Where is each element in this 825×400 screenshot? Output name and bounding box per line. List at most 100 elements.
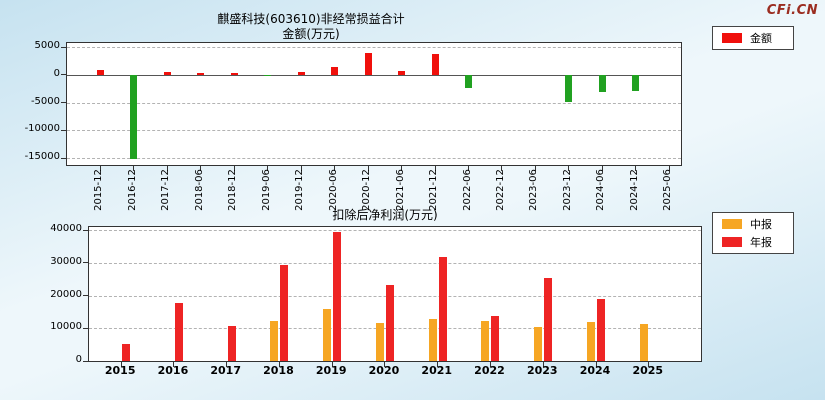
年报-bar	[544, 277, 553, 361]
x-tick-label: 2017-12	[160, 169, 172, 211]
年报-bar	[438, 257, 447, 361]
zero-line	[67, 74, 681, 76]
x-tick-mark	[99, 166, 101, 171]
金额-bar	[632, 74, 640, 91]
x-tick-mark	[595, 362, 597, 367]
年报-bar	[227, 326, 236, 361]
年报-bar	[333, 232, 342, 361]
x-tick-mark	[668, 166, 670, 171]
x-tick-label: 2024-12	[628, 169, 640, 211]
x-tick-label: 2018-12	[227, 169, 239, 211]
x-tick-mark	[468, 166, 470, 171]
legend-swatch	[722, 219, 742, 229]
x-tick-label: 2018-06	[193, 169, 205, 211]
y-tick-mark	[61, 157, 66, 159]
x-tick-label: 2024-06	[595, 169, 607, 211]
x-tick-label: 2024	[579, 364, 611, 377]
x-tick-mark	[173, 362, 175, 367]
y-tick-label: 10000	[50, 321, 82, 333]
y-tick-label: 5000	[34, 40, 60, 52]
legend-label: 年报	[750, 236, 772, 249]
x-tick-label: 2017	[210, 364, 241, 377]
x-tick-label: 2023	[526, 364, 558, 377]
x-tick-label: 2021-12	[428, 169, 440, 211]
y-tick-mark	[83, 262, 88, 264]
y-tick-label: -5000	[30, 95, 60, 107]
x-tick-mark	[568, 166, 570, 171]
金额-bar	[264, 74, 272, 77]
金额-bar	[598, 74, 606, 93]
y-tick-label: 40000	[50, 223, 82, 235]
x-tick-mark	[489, 362, 491, 367]
x-tick-mark	[635, 166, 637, 171]
金额-bar	[197, 72, 205, 75]
金额-bar	[431, 53, 439, 75]
x-tick-mark	[434, 166, 436, 171]
中报-bar	[323, 308, 332, 361]
gridline	[89, 295, 701, 297]
y-tick-label: 0	[53, 67, 60, 79]
金额-bar	[331, 67, 339, 75]
金额-bar	[364, 53, 372, 75]
x-tick-label: 2023-06	[528, 169, 540, 211]
x-tick-label: 2019-12	[294, 169, 306, 211]
x-tick-mark	[331, 362, 333, 367]
x-tick-mark	[601, 166, 603, 171]
bottom-chart-plot-area	[83, 226, 702, 367]
y-tick-mark	[83, 295, 88, 297]
bottom-chart-legend: 中报 年报	[712, 212, 794, 254]
gridline	[89, 262, 701, 264]
中报-bar	[587, 322, 595, 361]
y-tick-mark	[61, 129, 66, 131]
x-tick-mark	[437, 362, 439, 367]
x-tick-label: 2020	[368, 364, 400, 377]
legend-item: 金额	[722, 31, 784, 45]
gridline	[67, 47, 681, 49]
x-tick-mark	[401, 166, 403, 171]
金额-bar	[398, 71, 406, 75]
x-tick-label: 2019	[315, 364, 347, 377]
x-tick-mark	[384, 362, 386, 367]
x-tick-label: 2021	[421, 364, 453, 377]
中报-bar	[639, 324, 648, 361]
y-tick-label: 0	[75, 354, 82, 365]
金额-bar	[96, 70, 104, 75]
top-chart-plot-area	[61, 42, 682, 171]
x-tick-mark	[278, 362, 280, 367]
x-tick-label: 2015	[104, 364, 136, 377]
年报-bar	[280, 264, 289, 361]
x-tick-mark	[542, 362, 544, 367]
gridline	[89, 328, 701, 330]
y-tick-mark	[83, 360, 88, 362]
x-tick-mark	[300, 166, 302, 171]
中报-bar	[428, 318, 437, 361]
cfi-logo: CFi.CN	[766, 3, 818, 18]
y-tick-label: -10000	[24, 123, 60, 135]
x-tick-mark	[267, 166, 269, 171]
x-tick-label: 2020-12	[361, 169, 373, 211]
top-chart-subtitle: 金额(万元)	[282, 27, 340, 41]
年报-bar	[174, 303, 183, 361]
x-tick-mark	[120, 362, 122, 367]
x-tick-label: 2025-06	[662, 169, 674, 211]
bottom-chart-title: 扣除后净利润(万元)	[332, 208, 438, 222]
金额-bar	[130, 74, 138, 160]
legend-label: 金额	[750, 32, 772, 45]
x-tick-mark	[534, 166, 536, 171]
x-tick-label: 2015-12	[93, 169, 105, 211]
y-tick-mark	[61, 102, 66, 104]
x-tick-label: 2022-06	[461, 169, 473, 211]
y-tick-mark	[83, 229, 88, 231]
x-tick-mark	[233, 166, 235, 171]
x-tick-mark	[501, 166, 503, 171]
y-tick-mark	[61, 74, 66, 76]
x-tick-mark	[166, 166, 168, 171]
x-tick-label: 2020-06	[327, 169, 339, 211]
金额-bar	[297, 71, 305, 75]
x-tick-label: 2021-06	[394, 169, 406, 211]
金额-bar	[465, 74, 473, 88]
y-tick-label: 20000	[50, 288, 82, 300]
年报-bar	[597, 298, 605, 361]
x-tick-label: 2016	[157, 364, 189, 377]
